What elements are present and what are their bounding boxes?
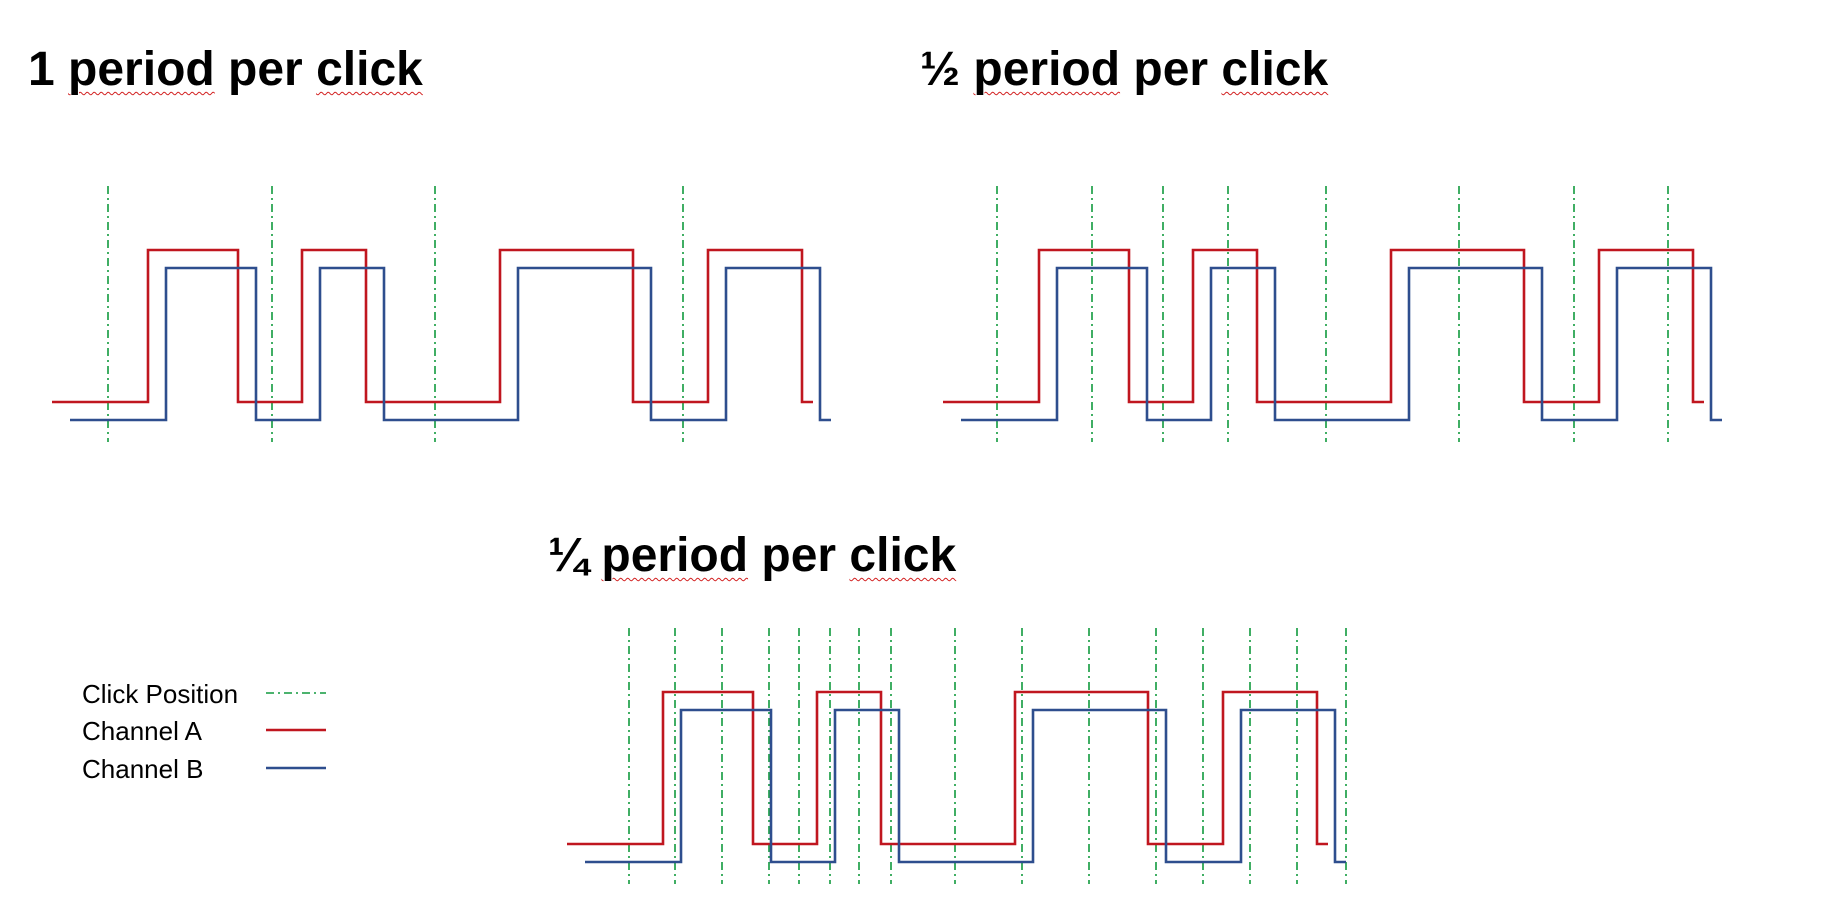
title-word-period: period (68, 43, 215, 96)
title-half-period-per-click: ½ period per click (920, 46, 1328, 94)
legend-swatches (266, 692, 326, 770)
title-word-per: per (214, 43, 317, 96)
channel-a-trace (943, 248, 1704, 404)
title-prefix: 1 (28, 43, 69, 96)
legend-label-click-position: Click Position (82, 679, 239, 709)
legend-label-channel-a: Channel A (82, 716, 202, 746)
title-word-per: per (748, 529, 850, 582)
title-word-click: click (1221, 43, 1329, 96)
channel-a-trace (567, 690, 1328, 846)
title-word-per: per (1120, 43, 1222, 96)
title-word-click: click (849, 529, 957, 582)
title-word-period: period (601, 529, 749, 582)
title-one-period-per-click: 1 period per click (28, 46, 423, 94)
title-prefix: ½ (920, 43, 974, 96)
channel-b-trace (585, 708, 1346, 864)
channel-b-trace (70, 266, 831, 422)
channel-b-trace (961, 266, 1722, 422)
panel-one-period-per-click (52, 186, 831, 442)
panel-quarter-period-per-click (567, 628, 1347, 884)
legend-label-channel-b: Channel B (82, 754, 204, 784)
channel-a-trace (52, 248, 813, 404)
panel-half-period-per-click (943, 186, 1722, 442)
title-quarter-period-per-click: ¼ period per click (548, 532, 956, 580)
title-word-click: click (316, 43, 423, 96)
title-word-period: period (973, 43, 1121, 96)
title-prefix: ¼ (548, 529, 602, 582)
